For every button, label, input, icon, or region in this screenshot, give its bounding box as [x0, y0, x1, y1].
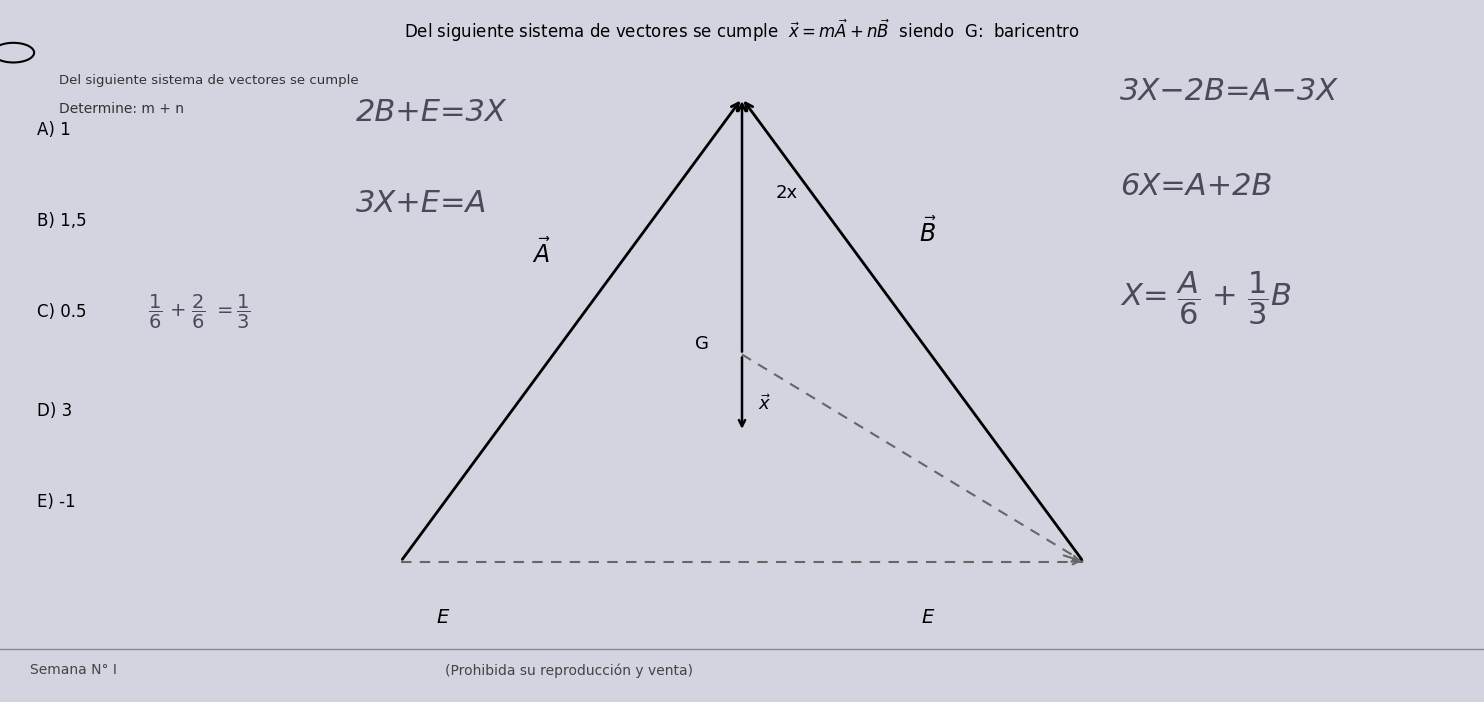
Text: $\vec{A}$: $\vec{A}$	[533, 238, 551, 267]
Text: 2x: 2x	[776, 184, 797, 202]
Text: $\dfrac{1}{6}$ $+$ $\dfrac{2}{6}$ $=\dfrac{1}{3}$: $\dfrac{1}{6}$ $+$ $\dfrac{2}{6}$ $=\dfr…	[148, 293, 251, 331]
Text: Del siguiente sistema de vectores se cumple: Del siguiente sistema de vectores se cum…	[59, 74, 359, 87]
Text: A) 1: A) 1	[37, 121, 71, 139]
Text: Determine: m + n: Determine: m + n	[59, 102, 184, 116]
Text: 3X+E=A: 3X+E=A	[356, 189, 488, 218]
Text: G: G	[696, 335, 709, 353]
Text: 3X−2B=A−3X: 3X−2B=A−3X	[1120, 77, 1339, 106]
Text: X= $\dfrac{A}{6}$ + $\dfrac{1}{3}$B: X= $\dfrac{A}{6}$ + $\dfrac{1}{3}$B	[1120, 270, 1291, 327]
Text: Del siguiente sistema de vectores se cumple  $\vec{x} = m\vec{A} + n\vec{B}$  si: Del siguiente sistema de vectores se cum…	[404, 18, 1080, 44]
Text: 2B+E=3X: 2B+E=3X	[356, 98, 508, 127]
Text: C) 0.5: C) 0.5	[37, 303, 86, 322]
Text: E: E	[922, 608, 933, 628]
Text: Semana N° I: Semana N° I	[30, 663, 117, 677]
Text: (Prohibida su reproducción y venta): (Prohibida su reproducción y venta)	[445, 663, 693, 678]
Text: 6X=A+2B: 6X=A+2B	[1120, 171, 1273, 201]
Text: D) 3: D) 3	[37, 402, 73, 420]
Text: E: E	[436, 608, 448, 628]
Text: E) -1: E) -1	[37, 493, 76, 511]
Text: $\vec{B}$: $\vec{B}$	[919, 217, 936, 246]
Text: B) 1,5: B) 1,5	[37, 212, 86, 230]
Text: $\vec{x}$: $\vec{x}$	[758, 394, 770, 413]
